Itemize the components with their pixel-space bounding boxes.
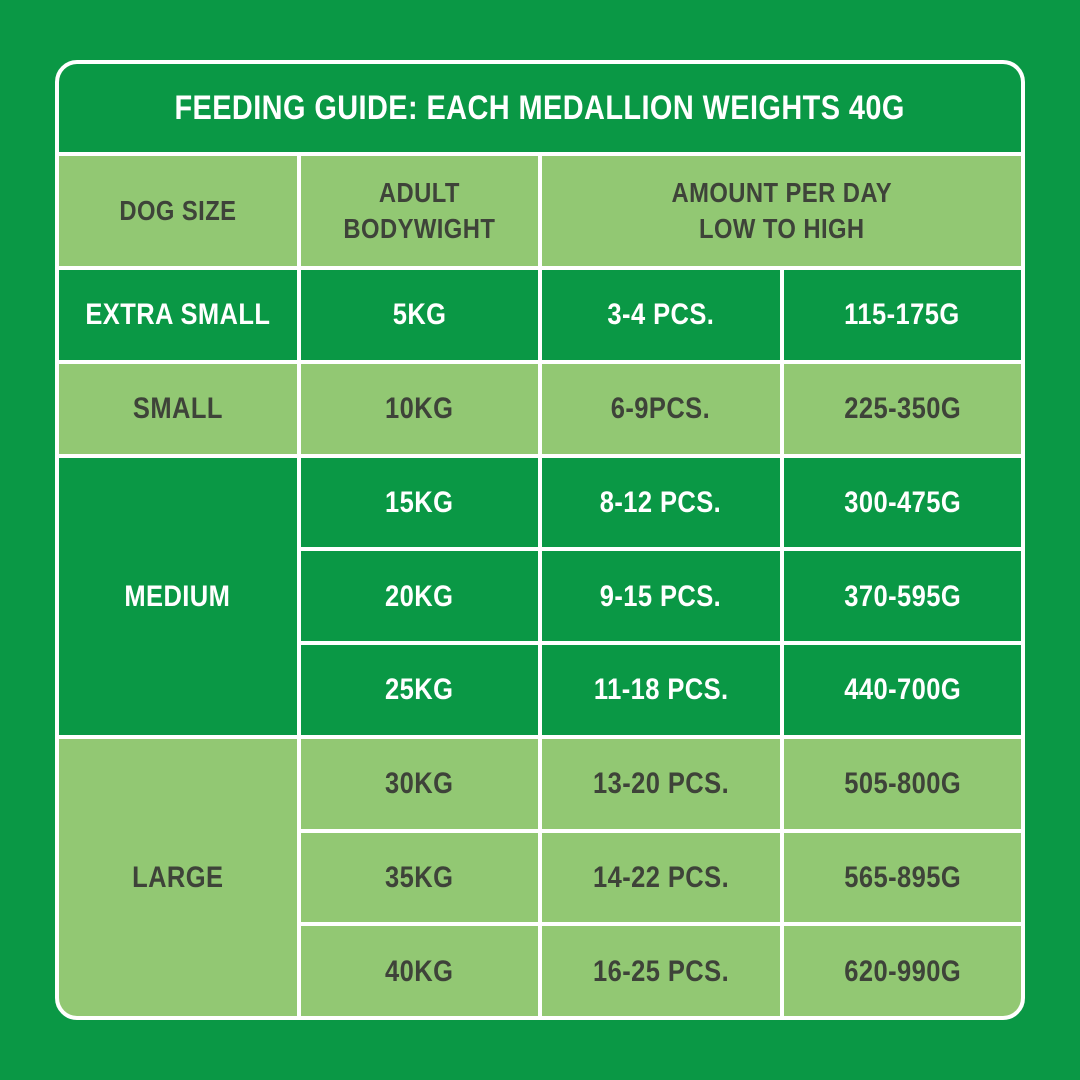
grams-cell-large-30kg: 505-800G: [783, 738, 1021, 829]
pcs-value: 3-4 PCS.: [607, 298, 715, 332]
grams-cell-medium-20kg: 370-595G: [783, 551, 1021, 641]
grams-value: 370-595G: [843, 579, 961, 613]
weight-value: 10KG: [385, 392, 454, 426]
col-header-amount-per-day-label: AMOUNT PER DAY LOW TO HIGH: [671, 176, 892, 244]
pcs-value: 11-18 PCS.: [593, 673, 729, 707]
weight-value: 20KG: [385, 579, 454, 613]
table-title: FEEDING GUIDE: EACH MEDALLION WEIGHTS 40…: [174, 88, 906, 127]
weight-value: 30KG: [385, 767, 454, 801]
grams-cell-small: 225-350G: [783, 363, 1021, 454]
col-header-dog-size-label: DOG SIZE: [119, 194, 237, 226]
feeding-guide-table: FEEDING GUIDE: EACH MEDALLION WEIGHTS 40…: [55, 60, 1025, 1020]
size-cell-extra-small: EXTRA SMALL: [59, 270, 297, 360]
pcs-cell-large-30kg: 13-20 PCS.: [542, 738, 780, 829]
grams-cell-medium-15kg: 300-475G: [783, 457, 1021, 548]
pcs-cell-small: 6-9PCS.: [542, 363, 780, 454]
weight-cell-medium-15kg: 15KG: [300, 457, 538, 548]
pcs-cell-medium-25kg: 11-18 PCS.: [542, 645, 780, 735]
size-label-extra-small: EXTRA SMALL: [85, 298, 271, 332]
pcs-value: 16-25 PCS.: [592, 954, 729, 988]
size-cell-large: LARGE: [59, 738, 297, 1016]
weight-value: 40KG: [385, 954, 454, 988]
grams-value: 225-350G: [843, 392, 961, 426]
pcs-value: 9-15 PCS.: [600, 579, 722, 613]
weight-value: 25KG: [385, 673, 454, 707]
weight-cell-medium-25kg: 25KG: [300, 645, 538, 735]
grams-cell-large-35kg: 565-895G: [783, 832, 1021, 923]
pcs-cell-large-40kg: 16-25 PCS.: [542, 926, 780, 1016]
grams-cell-large-40kg: 620-990G: [783, 926, 1021, 1016]
grams-value: 505-800G: [843, 767, 961, 801]
weight-cell-large-40kg: 40KG: [300, 926, 538, 1016]
grams-value: 300-475G: [843, 485, 961, 519]
grams-value: 565-895G: [843, 860, 961, 894]
weight-cell-extra-small: 5KG: [300, 270, 538, 360]
pcs-cell-medium-20kg: 9-15 PCS.: [542, 551, 780, 641]
table-title-bar: FEEDING GUIDE: EACH MEDALLION WEIGHTS 40…: [59, 64, 1021, 152]
pcs-value: 14-22 PCS.: [592, 860, 729, 894]
pcs-cell-large-35kg: 14-22 PCS.: [542, 832, 780, 923]
col-header-dog-size: DOG SIZE: [59, 156, 297, 266]
size-cell-medium: MEDIUM: [59, 457, 297, 735]
weight-value: 15KG: [385, 485, 454, 519]
size-label-medium: MEDIUM: [124, 579, 231, 613]
col-header-bodyweight-label: ADULT BODYWIGHT: [343, 176, 496, 244]
weight-value: 35KG: [385, 860, 454, 894]
size-label-small: SMALL: [132, 392, 223, 426]
col-header-amount-per-day: AMOUNT PER DAY LOW TO HIGH: [542, 156, 1021, 266]
grams-value: 115-175G: [844, 298, 960, 332]
col-header-bodyweight: ADULT BODYWIGHT: [300, 156, 538, 266]
pcs-value: 13-20 PCS.: [592, 767, 729, 801]
weight-cell-medium-20kg: 20KG: [300, 551, 538, 641]
pcs-cell-extra-small: 3-4 PCS.: [542, 270, 780, 360]
weight-value: 5KG: [392, 298, 447, 332]
weight-cell-small: 10KG: [300, 363, 538, 454]
size-label-large: LARGE: [132, 860, 224, 894]
weight-cell-large-35kg: 35KG: [300, 832, 538, 923]
weight-cell-large-30kg: 30KG: [300, 738, 538, 829]
grams-cell-medium-25kg: 440-700G: [783, 645, 1021, 735]
pcs-value: 6-9PCS.: [611, 392, 711, 426]
size-cell-small: SMALL: [59, 363, 297, 454]
pcs-cell-medium-15kg: 8-12 PCS.: [542, 457, 780, 548]
grams-cell-extra-small: 115-175G: [783, 270, 1021, 360]
grams-value: 440-700G: [843, 673, 961, 707]
pcs-value: 8-12 PCS.: [600, 485, 722, 519]
grams-value: 620-990G: [843, 954, 961, 988]
